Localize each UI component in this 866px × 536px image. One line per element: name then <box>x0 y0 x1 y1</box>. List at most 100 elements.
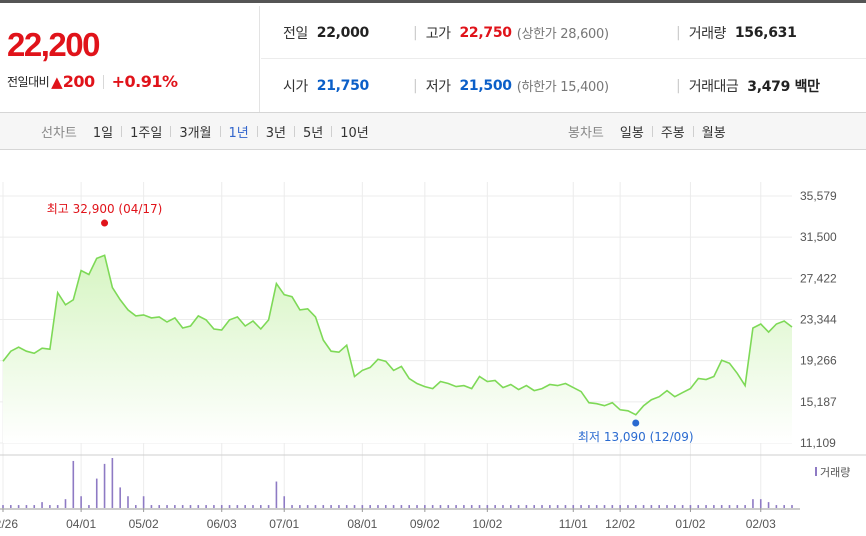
period-tab-3[interactable]: 1년 <box>228 125 249 141</box>
x-tick-label: 02/03 <box>746 517 776 531</box>
y-tick-label: 15,187 <box>800 395 837 409</box>
volume-bar <box>572 505 575 508</box>
price-area <box>3 255 792 443</box>
volume-bar <box>392 505 395 508</box>
divider <box>219 125 221 137</box>
volume-bar <box>674 505 676 508</box>
volume-bar <box>408 505 411 508</box>
stat-value: 3,479 백만 <box>747 78 820 95</box>
divider <box>651 125 653 137</box>
y-tick-label: 35,579 <box>800 189 837 203</box>
x-tick-label: 11/01 <box>559 517 588 531</box>
volume-bar <box>400 505 403 508</box>
stat-label: 거래량 <box>688 25 727 42</box>
volume-bar <box>541 505 543 508</box>
x-tick-label: 01/02 <box>675 517 705 531</box>
volume-bar <box>267 505 270 508</box>
volume-bar <box>88 505 90 508</box>
volume-bar <box>166 505 168 508</box>
x-tick-label: 09/02 <box>410 517 440 531</box>
divider <box>121 125 123 137</box>
volume-bar <box>509 505 512 508</box>
volume-bar <box>549 505 551 508</box>
volume-bar <box>697 505 700 508</box>
volume-bar <box>775 505 778 508</box>
volume-bar <box>611 505 614 508</box>
volume-bar <box>291 505 293 508</box>
volume-bar <box>424 505 426 508</box>
volume-bar <box>275 481 278 508</box>
y-tick-label: 27,422 <box>800 271 837 285</box>
stat-value: 22,750 <box>459 24 512 41</box>
volume-bar <box>17 505 20 508</box>
volume-bar <box>338 505 340 508</box>
stat-value: 156,631 <box>734 24 797 41</box>
high-annotation: 최고 32,900 (04/17) <box>47 202 163 216</box>
stat-label: 전일 <box>283 25 308 42</box>
volume-bar <box>627 505 629 508</box>
volume-legend-swatch <box>815 467 817 476</box>
volume-bar <box>119 487 121 508</box>
period-tab-4[interactable]: 3년 <box>265 125 286 141</box>
up-arrow-icon: ▲ <box>51 72 63 91</box>
stat-prev-close: 전일 22,000 <box>283 6 369 59</box>
candle-tab-0[interactable]: 일봉 <box>619 125 644 141</box>
volume-bar <box>759 499 762 508</box>
candle-tab-1[interactable]: 주봉 <box>660 125 685 141</box>
volume-bar <box>80 496 82 508</box>
volume-bar <box>228 505 231 508</box>
volume-bar <box>634 505 637 508</box>
volume-legend: 거래량 <box>820 466 850 479</box>
stat-sub: (상한가 28,600) <box>516 27 609 42</box>
period-tab-5[interactable]: 5년 <box>303 125 324 141</box>
volume-bar <box>502 505 504 508</box>
volume-bar <box>556 505 559 508</box>
divider <box>256 125 258 137</box>
volume-bar <box>2 505 4 508</box>
stat-label: 고가 <box>425 25 451 42</box>
axis-ticks: 35,579 31,500 27,422 23,344 19,266 15,187 11,1… <box>0 189 837 531</box>
volume-bar <box>642 505 645 508</box>
change-label: 전일대비 <box>7 75 50 89</box>
volume-bar <box>783 505 785 508</box>
x-tick-label: 07/01 <box>269 517 299 531</box>
volume-bar <box>95 478 98 508</box>
y-tick-label: 11,109 <box>800 436 836 450</box>
volume-bar <box>259 505 262 508</box>
current-price: 22,200 <box>7 26 100 63</box>
chart-annotations: 최고 32,900 (04/17) 최저 13,090 (12/09) <box>47 202 694 444</box>
volume-bar <box>494 505 496 508</box>
x-tick-label: 08/01 <box>347 517 377 531</box>
x-tick-label: 10/02 <box>472 517 502 531</box>
stat-low: | 저가 21,500 (하한가 15,400) <box>413 59 609 112</box>
low-marker <box>632 419 640 427</box>
candle-chart-label: 봉차트 <box>568 125 604 141</box>
x-tick-label: 06/03 <box>207 517 237 531</box>
period-tab-6[interactable]: 10년 <box>340 125 369 141</box>
volume-bar <box>322 505 325 508</box>
stat-value: 21,750 <box>316 77 370 94</box>
stat-value: 21,500 <box>459 77 512 94</box>
period-tab-1[interactable]: 1주일 <box>130 125 163 141</box>
volume-bar <box>41 502 43 508</box>
high-marker <box>101 219 109 227</box>
volume-bar <box>33 505 36 508</box>
volume-bar <box>681 505 684 508</box>
volume-bar <box>213 505 215 508</box>
volume-bar <box>431 505 434 508</box>
volume-bar <box>478 505 481 508</box>
divider <box>294 125 295 137</box>
volume-bar <box>330 505 332 508</box>
volume-bar <box>252 505 254 508</box>
volume-bar <box>135 505 137 508</box>
volume-bar <box>463 505 465 508</box>
quote-summary: 22,200 전일대비 ▲ 200 +0.91% 전일 22,000 | 고가 … <box>0 0 866 112</box>
volume-bar <box>283 496 286 508</box>
volume-bar <box>25 505 28 508</box>
candle-tab-2[interactable]: 월봉 <box>701 125 726 141</box>
period-tab-2[interactable]: 3개월 <box>179 125 212 141</box>
divider <box>331 125 333 137</box>
volume-bar <box>64 499 67 508</box>
volume-bar <box>174 505 176 508</box>
period-tab-0[interactable]: 1일 <box>92 125 114 141</box>
